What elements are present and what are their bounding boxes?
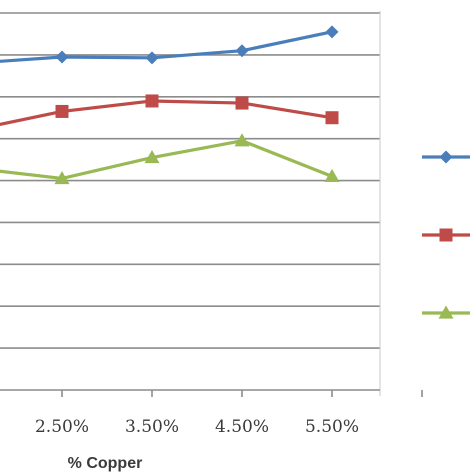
triangle-marker bbox=[438, 305, 454, 319]
series-group bbox=[0, 25, 340, 185]
legend-entry bbox=[422, 228, 470, 242]
series-2 bbox=[0, 94, 339, 127]
x-tick-label: 3.50% bbox=[125, 417, 179, 437]
triangle-marker bbox=[144, 150, 160, 164]
diamond-marker bbox=[145, 51, 159, 65]
triangle-marker bbox=[234, 133, 250, 147]
diamond-marker bbox=[55, 50, 69, 64]
series-3 bbox=[0, 133, 340, 185]
x-axis-title: % Copper bbox=[68, 455, 143, 472]
x-axis: 2.50% 3.50% 4.50% 5.50% bbox=[0, 389, 423, 437]
square-marker bbox=[235, 96, 249, 110]
square-marker bbox=[439, 228, 453, 242]
diamond-marker bbox=[325, 25, 339, 39]
legend-entry bbox=[422, 305, 470, 319]
series-1 bbox=[0, 25, 339, 65]
diamond-marker bbox=[439, 150, 453, 164]
gridlines bbox=[0, 11, 381, 396]
series-line bbox=[0, 99, 333, 127]
series-line bbox=[0, 139, 333, 181]
legend bbox=[422, 150, 470, 319]
x-tick-label: 5.50% bbox=[305, 417, 359, 437]
square-marker bbox=[145, 94, 159, 108]
triangle-marker bbox=[54, 170, 70, 185]
x-tick-label: 2.50% bbox=[35, 417, 89, 437]
diamond-marker bbox=[235, 44, 249, 58]
square-marker bbox=[325, 111, 339, 125]
legend-entry bbox=[422, 150, 470, 164]
series-line bbox=[0, 30, 333, 63]
triangle-marker bbox=[324, 168, 340, 182]
square-marker bbox=[55, 104, 69, 118]
x-tick-label: 4.50% bbox=[215, 417, 269, 437]
